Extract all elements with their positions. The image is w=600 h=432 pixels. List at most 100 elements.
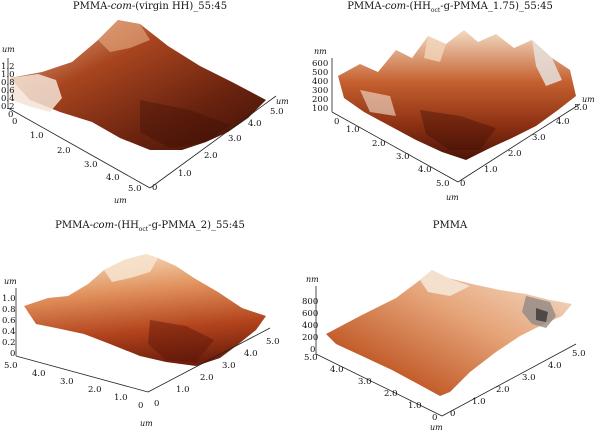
x-tick: 4.0 bbox=[330, 365, 344, 375]
y-tick: 1.0 bbox=[178, 169, 192, 179]
surface-peak bbox=[424, 36, 446, 62]
z-tick: 600 bbox=[312, 59, 328, 69]
z-tick: 600 bbox=[302, 309, 318, 319]
y-tick: 2.0 bbox=[508, 149, 522, 159]
afm-surface-plot-1: um 1.2 1.0 0.8 0.6 0.4 0.2 0 0 1.0 2.0 3… bbox=[1, 20, 289, 205]
z-tick: 0 bbox=[310, 345, 315, 355]
z-tick: 0 bbox=[8, 110, 13, 120]
x-tick: 1.0 bbox=[346, 125, 360, 135]
surface-ridge bbox=[98, 20, 150, 52]
surface-peak bbox=[532, 40, 562, 86]
afm-panel-1: PMMA-com-(virgin HH)_55:45 um 1.2 1.0 0.… bbox=[0, 0, 300, 216]
y-tick: 4.0 bbox=[244, 349, 258, 359]
y-unit-label: um bbox=[140, 419, 153, 428]
y-tick: 3.0 bbox=[222, 361, 236, 371]
afm-panel-2: PMMA-com-(HHoct-g-PMMA_1.75)_55:45 nm 60… bbox=[300, 0, 600, 216]
z-tick: 0.4 bbox=[2, 327, 16, 337]
surface-body bbox=[338, 30, 576, 160]
x-tick: 5.0 bbox=[304, 353, 318, 363]
z-tick: 1.2 bbox=[1, 62, 15, 72]
x-tick: 2.0 bbox=[372, 139, 386, 149]
surface-crest bbox=[104, 254, 158, 282]
z-tick: 300 bbox=[312, 86, 328, 96]
panel-title: PMMA-com-(HHoct-g-PMMA_1.75)_55:45 bbox=[347, 1, 553, 14]
x-tick: 3.0 bbox=[60, 377, 74, 387]
afm-panel-3: PMMA-com-(HHoct-g-PMMA_2)_55:45 um 1.0 0… bbox=[0, 216, 300, 432]
surface-body bbox=[24, 254, 266, 366]
afm-surface-plot-4: nm 800 600 400 200 0 5.0 4.0 3.0 2.0 1.0… bbox=[302, 270, 586, 432]
y-unit-label: um bbox=[276, 97, 289, 106]
z-tick: 400 bbox=[302, 321, 318, 331]
surface-dark-region bbox=[148, 320, 214, 362]
x-tick: 4.0 bbox=[418, 165, 432, 175]
y-tick: 3.0 bbox=[532, 133, 546, 143]
y-tick: 5.0 bbox=[572, 349, 586, 359]
x-tick: 2.0 bbox=[57, 146, 71, 156]
panel-title: PMMA-com-(virgin HH)_55:45 bbox=[72, 1, 228, 12]
afm-surface-plot-2: nm 600 500 400 300 200 100 0 1.0 2.0 3.0… bbox=[312, 30, 595, 202]
z-tick: 0.8 bbox=[2, 305, 16, 315]
y-tick: 2.0 bbox=[496, 385, 510, 395]
x-tick: 5.0 bbox=[4, 361, 18, 371]
y-tick: 5.0 bbox=[574, 103, 588, 113]
y-tick: 0 bbox=[450, 409, 455, 419]
z-tick: 0.6 bbox=[2, 316, 16, 326]
x-unit-label: um bbox=[446, 193, 459, 202]
y-tick: 4.0 bbox=[556, 117, 570, 127]
x-unit-label: um bbox=[114, 196, 127, 205]
surface-bump-core bbox=[536, 308, 548, 322]
y-tick: 0 bbox=[460, 179, 465, 189]
z-tick: 200 bbox=[312, 95, 328, 105]
z-unit-label: nm bbox=[306, 275, 319, 284]
x-tick: 0 bbox=[12, 117, 17, 127]
y-tick: 3.0 bbox=[228, 134, 242, 144]
panel-title: PMMA bbox=[432, 220, 468, 231]
z-tick: 0.4 bbox=[1, 94, 15, 104]
z-unit-label: um bbox=[2, 45, 15, 54]
y-tick: 1.0 bbox=[472, 397, 486, 407]
x-tick: 3.0 bbox=[396, 152, 410, 162]
z-tick: 0.8 bbox=[1, 78, 15, 88]
surface-shadow bbox=[140, 100, 230, 148]
y-unit-label: um bbox=[430, 423, 443, 432]
x-tick: 4.0 bbox=[32, 369, 46, 379]
y-tick: 0 bbox=[154, 399, 159, 409]
z-tick: 0.6 bbox=[1, 86, 15, 96]
y-tick: 5.0 bbox=[270, 107, 284, 117]
x-tick: 0 bbox=[432, 413, 437, 423]
z-tick: 0.2 bbox=[2, 338, 16, 348]
x-tick: 0 bbox=[138, 401, 143, 411]
y-tick: 5.0 bbox=[266, 337, 280, 347]
x-tick: 4.0 bbox=[106, 173, 120, 183]
y-unit-label: um bbox=[582, 95, 595, 104]
y-tick: 4.0 bbox=[248, 119, 262, 129]
z-tick: 0.2 bbox=[1, 102, 15, 112]
x-tick: 5.0 bbox=[128, 184, 142, 194]
x-tick: 1.0 bbox=[30, 131, 44, 141]
x-tick: 3.0 bbox=[84, 160, 98, 170]
y-tick: 4.0 bbox=[548, 361, 562, 371]
surface-body bbox=[10, 20, 266, 150]
panel-title: PMMA-com-(HHoct-g-PMMA_2)_55:45 bbox=[55, 220, 245, 233]
afm-surface-plot-3: um 1.0 0.8 0.6 0.4 0.2 0 5.0 4.0 3.0 2.0… bbox=[2, 254, 280, 428]
y-tick: 2.0 bbox=[204, 151, 218, 161]
surface-highlight bbox=[360, 90, 396, 116]
surface-body bbox=[326, 270, 572, 396]
y-tick: 1.0 bbox=[176, 385, 190, 395]
surface-valley bbox=[420, 110, 496, 150]
z-tick: 100 bbox=[312, 104, 328, 114]
x-tick: 3.0 bbox=[358, 377, 372, 387]
x-tick: 5.0 bbox=[436, 179, 450, 189]
z-tick: 800 bbox=[302, 297, 318, 307]
x-tick: 0 bbox=[334, 117, 339, 127]
surface-left-highlight bbox=[10, 74, 62, 112]
y-tick: 1.0 bbox=[484, 165, 498, 175]
afm-panel-4: PMMA nm 800 600 400 200 0 5.0 4.0 3.0 2.… bbox=[300, 216, 600, 432]
y-tick: 2.0 bbox=[200, 373, 214, 383]
z-tick: 0 bbox=[10, 349, 15, 359]
z-tick: 200 bbox=[302, 333, 318, 343]
z-tick: 500 bbox=[312, 68, 328, 78]
z-unit-label: um bbox=[4, 277, 17, 286]
z-tick: 1.0 bbox=[2, 294, 16, 304]
z-tick: 1.0 bbox=[1, 70, 15, 80]
